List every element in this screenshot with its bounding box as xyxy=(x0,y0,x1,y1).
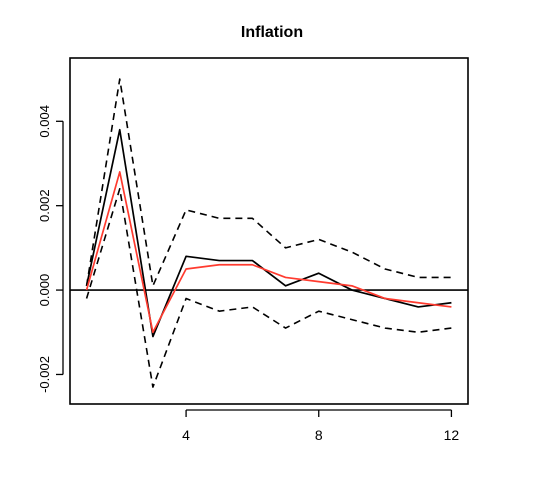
y-tick-label-3: 0.004 xyxy=(37,105,52,138)
x-tick-label-2: 12 xyxy=(444,427,460,443)
x-tick-label-1: 8 xyxy=(315,427,323,443)
series-line-3 xyxy=(85,188,452,388)
plot-frame xyxy=(69,57,469,405)
chart-title: Inflation xyxy=(241,24,303,41)
series-line-0 xyxy=(85,78,452,287)
y-tick-label-0: -0.002 xyxy=(37,356,52,393)
x-tick-label-0: 4 xyxy=(182,427,190,443)
series-line-2 xyxy=(85,171,452,334)
y-tick-label-1: 0.000 xyxy=(37,274,52,307)
y-tick-label-2: 0.002 xyxy=(37,189,52,222)
